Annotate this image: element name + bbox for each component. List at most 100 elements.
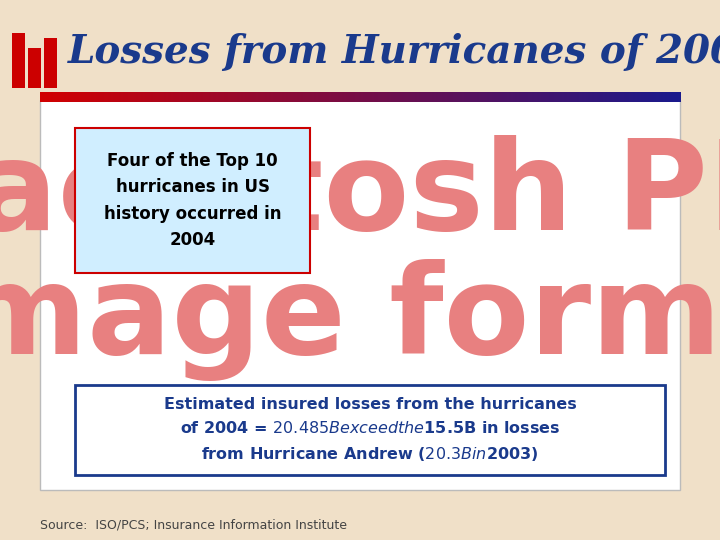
Bar xyxy=(50,92,53,102)
Bar xyxy=(449,92,451,102)
Bar xyxy=(274,92,276,102)
Bar xyxy=(428,92,430,102)
Bar xyxy=(113,92,115,102)
Bar xyxy=(415,92,417,102)
Bar xyxy=(355,92,357,102)
Bar xyxy=(44,38,57,88)
Bar xyxy=(282,92,284,102)
Bar xyxy=(117,92,120,102)
Bar xyxy=(518,92,520,102)
Bar xyxy=(156,92,158,102)
Bar xyxy=(451,92,454,102)
Bar xyxy=(336,92,338,102)
Bar xyxy=(85,92,88,102)
Bar xyxy=(147,92,150,102)
Bar xyxy=(173,92,176,102)
Bar xyxy=(107,92,109,102)
Bar xyxy=(87,92,90,102)
Bar xyxy=(516,92,518,102)
Bar xyxy=(376,92,379,102)
Bar xyxy=(586,92,588,102)
Bar xyxy=(547,92,550,102)
Bar xyxy=(74,92,77,102)
Bar xyxy=(190,92,192,102)
Bar xyxy=(432,92,434,102)
Bar xyxy=(597,92,599,102)
Bar xyxy=(89,92,92,102)
Bar xyxy=(541,92,544,102)
Bar xyxy=(423,92,426,102)
Bar xyxy=(672,92,674,102)
Bar xyxy=(622,92,625,102)
Bar xyxy=(575,92,577,102)
Bar xyxy=(485,92,488,102)
Bar xyxy=(556,92,559,102)
Bar xyxy=(472,92,475,102)
Bar xyxy=(457,92,460,102)
Bar xyxy=(369,92,372,102)
Bar xyxy=(652,92,654,102)
Bar xyxy=(237,92,240,102)
Bar xyxy=(492,92,494,102)
Bar xyxy=(138,92,141,102)
Bar xyxy=(91,92,94,102)
Bar xyxy=(584,92,586,102)
Bar xyxy=(665,92,667,102)
Bar xyxy=(444,92,447,102)
Bar xyxy=(519,92,522,102)
Bar xyxy=(171,92,174,102)
Bar xyxy=(384,92,387,102)
Bar xyxy=(294,92,297,102)
Bar xyxy=(194,92,197,102)
Bar xyxy=(177,92,179,102)
Bar xyxy=(511,92,513,102)
Bar xyxy=(204,92,207,102)
Bar xyxy=(434,92,436,102)
Bar xyxy=(545,92,548,102)
Bar xyxy=(459,92,462,102)
Bar xyxy=(184,92,186,102)
Bar xyxy=(303,92,306,102)
Bar xyxy=(292,92,295,102)
Bar xyxy=(241,92,244,102)
Bar xyxy=(464,92,467,102)
Bar xyxy=(164,92,167,102)
Bar xyxy=(28,48,41,88)
Bar xyxy=(367,92,370,102)
Bar xyxy=(455,92,458,102)
Bar xyxy=(331,92,334,102)
Bar xyxy=(374,92,377,102)
Bar xyxy=(207,92,210,102)
Bar xyxy=(552,92,554,102)
Bar xyxy=(657,92,659,102)
Bar xyxy=(115,92,117,102)
Bar xyxy=(280,92,282,102)
Bar xyxy=(639,92,642,102)
Bar xyxy=(68,92,71,102)
Bar xyxy=(646,92,649,102)
Bar xyxy=(301,92,304,102)
Bar xyxy=(168,92,171,102)
Bar xyxy=(59,92,62,102)
Bar xyxy=(235,92,238,102)
Bar xyxy=(267,92,269,102)
Bar xyxy=(312,92,315,102)
Bar xyxy=(633,92,636,102)
Bar xyxy=(470,92,473,102)
Bar xyxy=(327,92,330,102)
Bar xyxy=(528,92,531,102)
Bar xyxy=(571,92,573,102)
Bar xyxy=(462,92,464,102)
Bar xyxy=(487,92,490,102)
Bar xyxy=(406,92,409,102)
Bar xyxy=(63,92,66,102)
Bar xyxy=(76,92,79,102)
Bar xyxy=(57,92,60,102)
Bar xyxy=(12,33,25,88)
Bar xyxy=(153,92,156,102)
Bar xyxy=(663,92,665,102)
Bar xyxy=(616,92,618,102)
Bar xyxy=(513,92,516,102)
Bar xyxy=(479,92,482,102)
Bar xyxy=(523,92,526,102)
